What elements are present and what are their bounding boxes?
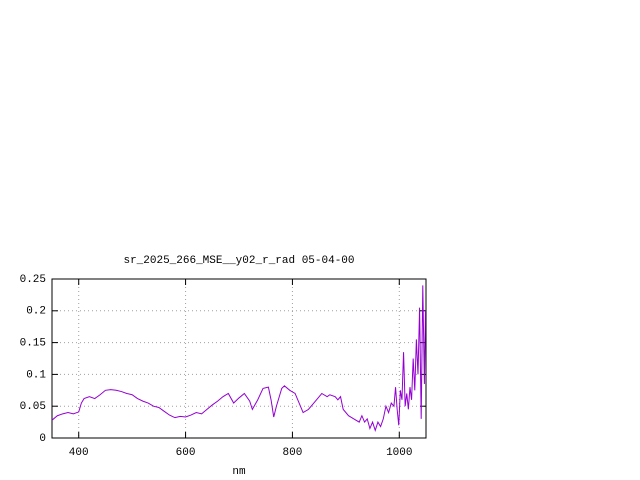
x-tick-label: 600	[176, 447, 196, 459]
plot-frame	[51, 278, 427, 439]
x-tick-label: 1000	[386, 447, 412, 459]
y-tick-label: 0	[39, 433, 46, 445]
data-line	[51, 285, 426, 432]
x-tick-label: 800	[283, 447, 303, 459]
y-tick-label: 0.05	[20, 401, 46, 413]
chart-title: sr_2025_266_MSE__y02_r_rad 05-04-00	[123, 255, 354, 267]
x-tick-label: 400	[69, 447, 89, 459]
y-tick-label: 0.2	[26, 306, 46, 318]
x-axis-label: nm	[232, 466, 246, 478]
y-tick-label: 0.15	[20, 338, 46, 350]
y-tick-label: 0.25	[20, 274, 46, 286]
y-tick-label: 0.1	[26, 369, 46, 381]
